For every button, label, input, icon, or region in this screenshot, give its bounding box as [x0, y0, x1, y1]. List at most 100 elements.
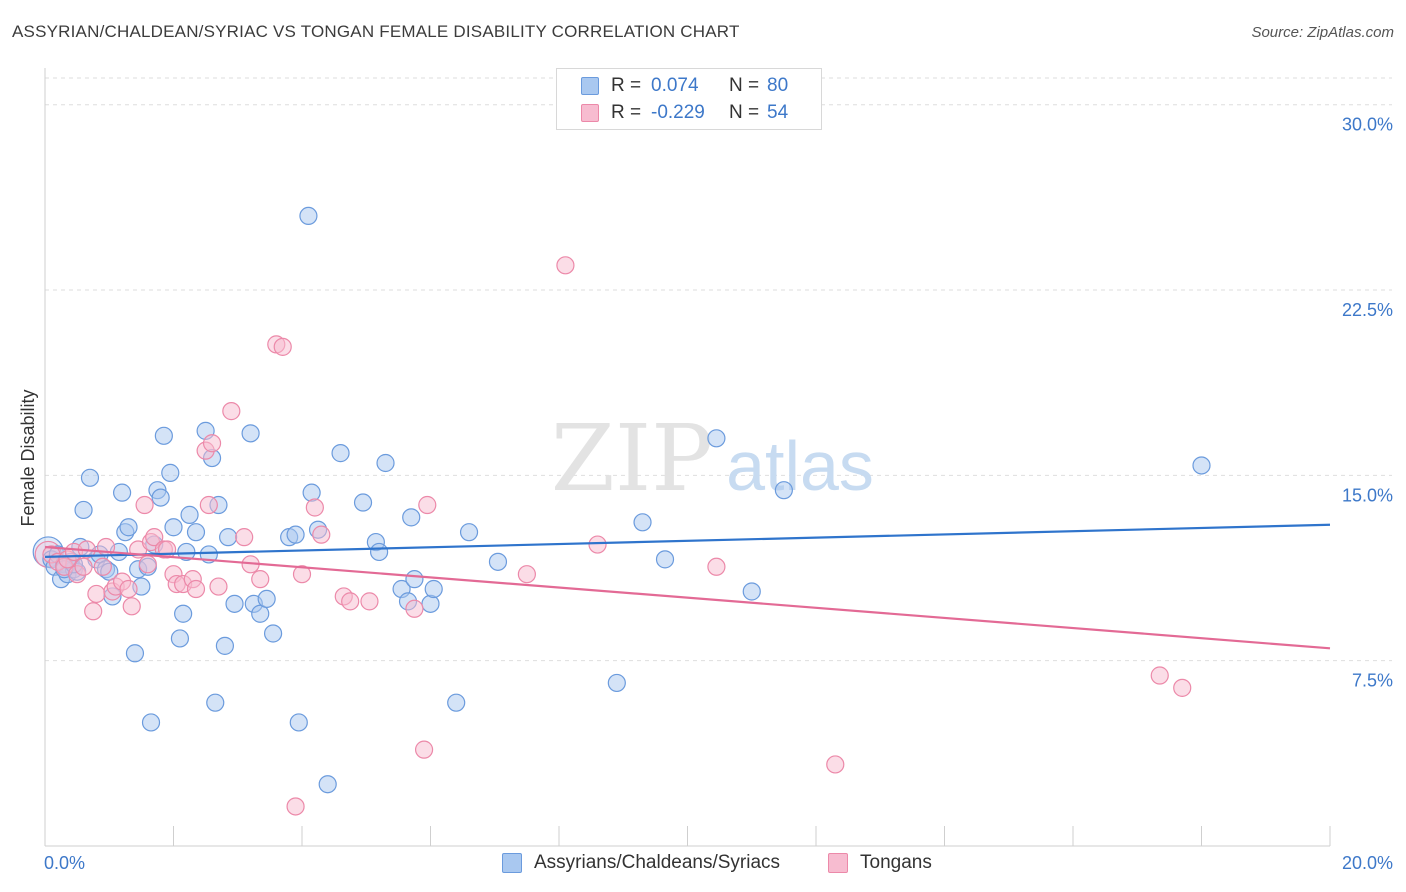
data-point-tongans	[341, 592, 360, 611]
chart-title: ASSYRIAN/CHALDEAN/SYRIAC VS TONGAN FEMAL…	[12, 22, 740, 41]
data-point-assyrians	[633, 513, 652, 532]
data-point-tongans	[251, 570, 270, 589]
data-point-assyrians	[241, 424, 260, 443]
data-point-tongans	[74, 557, 93, 576]
data-point-assyrians	[655, 550, 675, 569]
legend-row-pink: R = -0.229 N = 54	[581, 100, 788, 126]
data-point-tongans	[286, 797, 305, 816]
legend-r-label: R =	[611, 75, 642, 96]
y-tick-label: 22.5%	[1342, 300, 1393, 320]
data-point-tongans	[93, 557, 112, 576]
data-point-assyrians	[405, 570, 424, 589]
legend-item-assyrians[interactable]: Assyrians/Chaldeans/Syriacs	[502, 852, 780, 874]
data-point-tongans	[186, 579, 206, 599]
blue-swatch-icon	[502, 853, 522, 873]
data-point-tongans	[414, 740, 434, 759]
legend-n-label: N =	[729, 75, 760, 96]
data-point-tongans	[222, 402, 241, 421]
pink-swatch-icon	[828, 853, 848, 873]
data-point-tongans	[1173, 678, 1192, 697]
data-point-assyrians	[215, 636, 234, 655]
data-point-tongans	[556, 256, 575, 275]
data-point-tongans	[418, 495, 437, 515]
data-point-tongans	[405, 599, 424, 618]
pink-swatch-icon	[581, 104, 599, 122]
data-point-tongans	[119, 579, 138, 599]
data-point-assyrians	[257, 589, 276, 609]
data-point-assyrians	[186, 523, 206, 542]
data-point-assyrians	[177, 542, 196, 562]
data-point-assyrians	[424, 579, 443, 599]
data-point-assyrians	[1192, 456, 1211, 475]
data-point-tongans	[199, 495, 218, 515]
legend-r-value: -0.229	[651, 102, 705, 123]
axes	[44, 68, 1331, 847]
data-point-assyrians	[742, 582, 761, 601]
data-point-tongans	[122, 597, 141, 616]
data-point-assyrians	[318, 775, 337, 794]
data-point-assyrians	[488, 552, 508, 571]
y-axis-label: Female Disability	[18, 389, 38, 526]
data-point-assyrians	[707, 429, 726, 448]
legend-item-tongans[interactable]: Tongans	[828, 852, 932, 874]
data-point-assyrians	[289, 713, 308, 732]
data-point-assyrians	[112, 483, 132, 502]
data-point-assyrians	[119, 518, 138, 537]
data-point-tongans	[707, 557, 726, 576]
data-point-assyrians	[206, 693, 225, 712]
source-credit: Source: ZipAtlas.com	[1251, 24, 1394, 41]
legend-n-label: N =	[729, 102, 760, 123]
data-point-assyrians	[141, 713, 161, 732]
data-point-tongans	[84, 602, 103, 621]
data-point-tongans	[87, 584, 106, 604]
data-point-assyrians	[125, 644, 145, 663]
data-point-assyrians	[174, 604, 193, 623]
data-point-assyrians	[607, 673, 626, 693]
y-tick-label: 15.0%	[1342, 485, 1393, 505]
data-point-assyrians	[225, 594, 244, 613]
trend-lines	[44, 523, 1331, 650]
data-point-assyrians	[161, 463, 180, 482]
data-point-assyrians	[180, 505, 199, 524]
data-point-assyrians	[402, 508, 421, 527]
data-point-tongans	[202, 434, 222, 453]
data-point-assyrians	[421, 594, 440, 613]
blue-swatch-icon	[581, 77, 599, 95]
data-points	[32, 206, 1211, 816]
x-tick-label: 0.0%	[44, 853, 85, 873]
data-point-assyrians	[263, 624, 283, 643]
watermark: ZIP atlas	[551, 405, 874, 512]
data-point-tongans	[305, 498, 324, 517]
data-point-tongans	[273, 337, 292, 356]
legend-row-blue: R = 0.074 N = 80	[581, 73, 788, 99]
data-point-assyrians	[459, 523, 479, 542]
data-point-tongans	[826, 755, 845, 774]
data-point-assyrians	[151, 488, 170, 507]
data-point-tongans	[517, 565, 536, 584]
data-point-tongans	[292, 565, 312, 584]
y-tick-label: 7.5%	[1352, 671, 1393, 691]
legend-label-assyrians: Assyrians/Chaldeans/Syriacs	[534, 852, 781, 873]
legend-n-value: 54	[767, 102, 789, 123]
trend-line-assyrians	[44, 523, 1331, 558]
data-point-assyrians	[331, 444, 350, 463]
data-point-assyrians	[170, 629, 190, 648]
data-point-tongans	[1150, 666, 1169, 685]
data-point-tongans	[135, 495, 154, 515]
data-point-assyrians	[219, 528, 238, 547]
data-point-tongans	[312, 525, 331, 544]
x-tick-label: 20.0%	[1342, 853, 1393, 873]
data-point-assyrians	[154, 426, 173, 445]
data-point-assyrians	[447, 693, 466, 712]
data-point-tongans	[235, 528, 254, 547]
data-point-tongans	[588, 535, 607, 554]
trend-line-tongans	[44, 545, 1331, 650]
legend-n-value: 80	[767, 75, 789, 96]
data-point-assyrians	[376, 453, 395, 473]
data-point-assyrians	[774, 481, 793, 500]
legend-r-label: R =	[611, 102, 642, 123]
legend-label-tongans: Tongans	[860, 852, 932, 873]
correlation-legend: R = 0.074 N = 80 R = -0.229 N = 54	[556, 68, 822, 130]
data-point-assyrians	[164, 518, 183, 537]
